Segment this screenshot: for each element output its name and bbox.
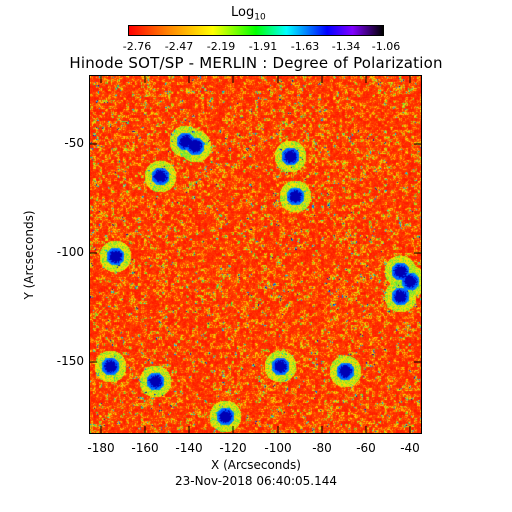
y-tick-label: -100 <box>56 245 84 259</box>
x-tick-label: -160 <box>131 441 159 455</box>
colorbar-ticks: -2.76 -2.47 -2.19 -1.91 -1.63 -1.34 -1.0… <box>118 40 401 54</box>
polarization-map-canvas <box>90 76 421 433</box>
colorbar-label-main: Log <box>231 5 255 20</box>
colorbar-label-sub: 10 <box>254 12 266 23</box>
colorbar-tick: -1.91 <box>248 40 278 53</box>
observation-timestamp: 23-Nov-2018 06:40:05.144 <box>175 474 337 488</box>
colorbar-tick: -2.19 <box>206 40 236 53</box>
colorbar-tick: -1.06 <box>371 40 401 53</box>
x-tick-label: -80 <box>312 441 332 455</box>
polarization-map-image <box>89 75 422 434</box>
colorbar-label: Log10 <box>231 5 266 23</box>
x-tick-label: -100 <box>264 441 292 455</box>
plot-title: Hinode SOT/SP - MERLIN : Degree of Polar… <box>69 54 443 72</box>
x-tick-label: -120 <box>219 441 247 455</box>
y-tick-label: -150 <box>56 354 84 368</box>
colorbar <box>128 25 384 36</box>
x-tick-label: -40 <box>400 441 420 455</box>
x-tick-label: -140 <box>175 441 203 455</box>
colorbar-tick: -2.47 <box>164 40 194 53</box>
x-tick-label: -180 <box>87 441 115 455</box>
x-tick-label: -60 <box>356 441 376 455</box>
colorbar-tick: -1.34 <box>331 40 361 53</box>
colorbar-tick: -1.63 <box>290 40 320 53</box>
colorbar-tick: -2.76 <box>122 40 152 53</box>
y-axis-label: Y (Arcseconds) <box>22 210 36 300</box>
y-tick-label: -50 <box>64 136 84 150</box>
x-axis-label: X (Arcseconds) <box>211 458 301 472</box>
